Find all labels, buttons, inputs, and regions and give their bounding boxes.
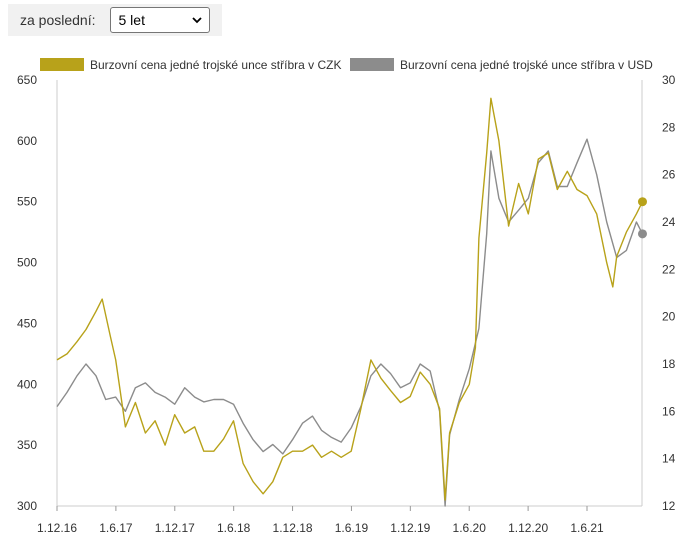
x-tick-label: 1.12.19 [390,521,430,535]
y-left-tick-label: 600 [17,134,37,148]
series-end-point [637,197,647,207]
y-right-tick-label: 16 [662,404,676,418]
y-left-tick-label: 650 [17,73,37,87]
period-filter-bar: za poslední: 5 let [8,4,222,36]
series-line [56,138,644,507]
legend-swatch [350,58,394,71]
legend-label: Burzovní cena jedné trojské unce stříbra… [400,58,653,72]
y-left-tick-label: 350 [17,438,37,452]
series-end-point [637,229,647,239]
y-left-tick-label: 550 [17,195,37,209]
y-right-tick-label: 14 [662,452,676,466]
period-select[interactable]: 5 let [109,7,210,33]
y-right-tick-label: 26 [662,168,676,182]
x-tick-label: 1.12.20 [508,521,548,535]
y-right-tick-label: 30 [662,73,676,87]
legend-label: Burzovní cena jedné trojské unce stříbra… [90,58,341,72]
x-tick-label: 1.12.18 [273,521,313,535]
y-right-tick-label: 20 [662,310,676,324]
y-right-tick-label: 28 [662,120,676,134]
x-tick-label: 1.6.21 [570,521,604,535]
x-tick-label: 1.12.16 [37,521,77,535]
y-right-tick-label: 24 [662,215,676,229]
x-tick-label: 1.6.19 [335,521,369,535]
y-right-tick-label: 12 [662,499,676,513]
y-left-tick-label: 300 [17,499,37,513]
y-left-tick-label: 500 [17,256,37,270]
y-right-tick-label: 18 [662,357,676,371]
legend-swatch [40,58,84,71]
x-tick-label: 1.6.18 [217,521,251,535]
x-tick-label: 1.12.17 [155,521,195,535]
chevron-down-icon [191,17,202,24]
series-line [56,97,644,501]
y-left-tick-label: 450 [17,316,37,330]
x-tick-label: 1.6.17 [99,521,133,535]
period-label: za poslední: [20,12,96,28]
period-select-value: 5 let [118,12,145,28]
x-tick-label: 1.6.20 [453,521,487,535]
y-right-tick-label: 22 [662,262,676,276]
y-left-tick-label: 400 [17,377,37,391]
